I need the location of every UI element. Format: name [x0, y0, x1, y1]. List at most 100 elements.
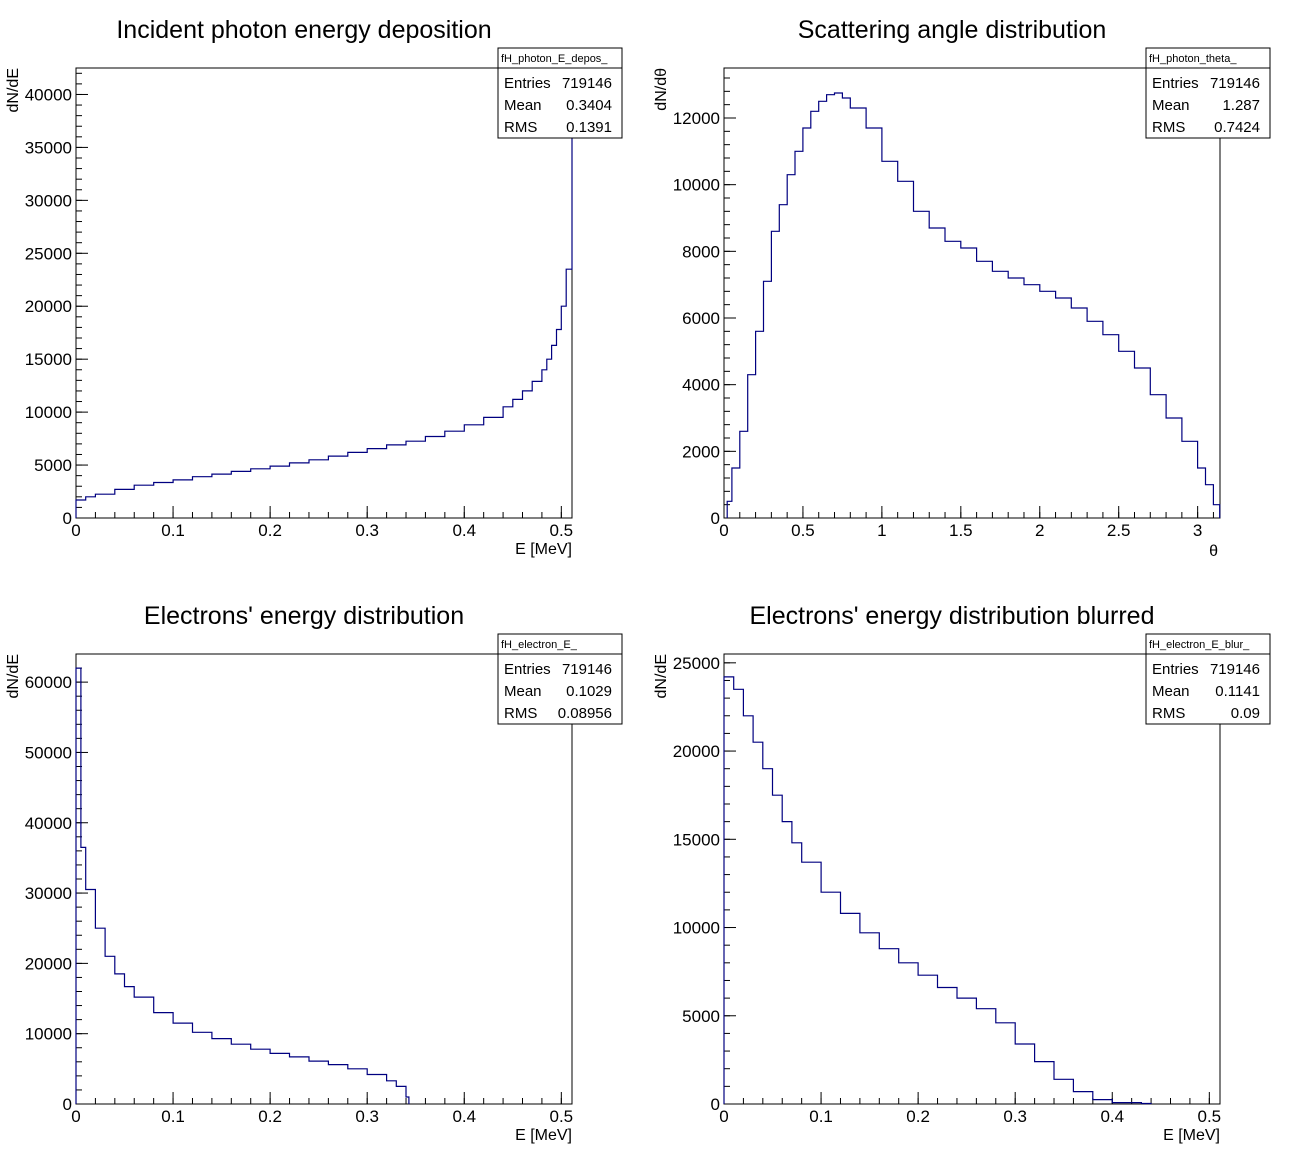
stats-value: 719146	[562, 75, 612, 92]
y-tick-label: 15000	[673, 830, 720, 849]
x-tick-label: 0.5	[1198, 1107, 1222, 1126]
plot-frame	[75, 67, 573, 519]
y-axis-label: dN/dθ	[653, 68, 670, 111]
stats-header: fH_electron_E_blur_	[1149, 639, 1250, 651]
y-axis-label: dN/dE	[653, 654, 670, 698]
stats-value: 0.1391	[566, 119, 612, 136]
y-tick-label: 10000	[673, 176, 720, 195]
stats-value: 0.3404	[566, 97, 612, 114]
x-tick-label: 1.5	[949, 521, 973, 540]
x-axis-label: θ	[1209, 543, 1218, 560]
x-tick-label: 3	[1193, 521, 1202, 540]
stats-box-frame	[1145, 633, 1271, 725]
histogram-series	[726, 92, 1221, 518]
stats-box: fH_photon_theta_ Entries 719146 Mean 1.287 RM…	[1145, 47, 1271, 139]
stats-header: fH_photon_E_depos_	[501, 53, 608, 65]
y-tick-label: 20000	[673, 742, 720, 761]
x-tick-label: 0.5	[791, 521, 815, 540]
x-axis-label: E [MeV]	[515, 1127, 572, 1144]
y-tick-label: 20000	[25, 954, 72, 973]
histogram-panel: Incident photon energy deposition 0 0.1 0.2…	[5, 16, 623, 558]
x-tick-label: 0.2	[906, 1107, 930, 1126]
y-tick-label: 60000	[25, 673, 72, 692]
y-tick-label: 20000	[25, 297, 72, 316]
x-tick-label: 0.4	[452, 1107, 476, 1126]
y-tick-label: 30000	[25, 191, 72, 210]
y-tick-label: 4000	[682, 376, 720, 395]
histogram-panel: Electrons' energy distribution 0 0.1 0.2 0.3…	[5, 602, 623, 1144]
x-axis-label: E [MeV]	[1163, 1127, 1220, 1144]
x-tick-label: 0.1	[809, 1107, 833, 1126]
histogram-series	[723, 676, 1152, 1105]
stats-label: RMS	[1152, 705, 1185, 722]
y-tick-label: 25000	[25, 244, 72, 263]
y-tick-label: 30000	[25, 884, 72, 903]
y-axis-label: dN/dE	[5, 68, 22, 112]
stats-label: Mean	[504, 97, 542, 114]
stats-value: 719146	[1210, 661, 1260, 678]
y-tick-label: 0	[63, 509, 72, 528]
y-axis-label: dN/dE	[5, 654, 22, 698]
stats-label: Mean	[504, 683, 542, 700]
x-tick-label: 0.3	[355, 521, 379, 540]
stats-label: RMS	[504, 119, 537, 136]
chart-title: Scattering angle distribution	[798, 16, 1107, 44]
stats-value: 719146	[1210, 75, 1260, 92]
stats-box-frame	[497, 47, 623, 139]
x-tick-label: 0.5	[550, 521, 574, 540]
y-tick-label: 10000	[673, 919, 720, 938]
stats-header: fH_photon_theta_	[1149, 53, 1237, 65]
chart-title: Electrons' energy distribution	[144, 602, 464, 630]
stats-label: RMS	[504, 705, 537, 722]
stats-box: fH_electron_E_ Entries 719146 Mean 0.1029 RMS…	[497, 633, 623, 725]
y-tick-label: 15000	[25, 350, 72, 369]
stats-value: 0.1141	[1215, 683, 1260, 700]
stats-label: Mean	[1152, 683, 1190, 700]
histogram-panel: Electrons' energy distribution blurred 0 0…	[653, 602, 1271, 1144]
x-tick-label: 2.5	[1107, 521, 1131, 540]
stats-value: 0.7424	[1214, 119, 1260, 136]
x-tick-label: 1	[877, 521, 886, 540]
y-tick-label: 0	[711, 1095, 720, 1114]
y-tick-label: 5000	[682, 1007, 720, 1026]
x-tick-label: 0	[719, 521, 728, 540]
stats-value: 0.08956	[558, 705, 612, 722]
stats-value: 1.287	[1222, 97, 1260, 114]
chart-title: Incident photon energy deposition	[116, 16, 491, 44]
x-tick-label: 0.1	[161, 1107, 185, 1126]
stats-label: Mean	[1152, 97, 1190, 114]
stats-label: Entries	[1152, 75, 1199, 92]
x-tick-label: 0.3	[355, 1107, 379, 1126]
x-tick-label: 0.5	[550, 1107, 574, 1126]
x-tick-label: 0	[71, 1107, 80, 1126]
stats-label: Entries	[504, 75, 551, 92]
x-tick-label: 0.4	[1100, 1107, 1124, 1126]
x-tick-label: 0	[71, 521, 80, 540]
y-tick-label: 25000	[673, 654, 720, 673]
histogram-series	[75, 667, 410, 1104]
stats-label: Entries	[1152, 661, 1199, 678]
stats-header: fH_electron_E_	[501, 639, 578, 651]
stats-value: 719146	[562, 661, 612, 678]
x-tick-label: 0.3	[1003, 1107, 1027, 1126]
histogram-series	[75, 73, 573, 518]
y-tick-label: 8000	[682, 242, 720, 261]
y-tick-label: 2000	[682, 442, 720, 461]
x-tick-label: 0.2	[258, 521, 282, 540]
chart-title: Electrons' energy distribution blurred	[750, 602, 1155, 630]
stats-label: RMS	[1152, 119, 1185, 136]
y-tick-label: 0	[711, 509, 720, 528]
stats-box-frame	[1145, 47, 1271, 139]
x-axis-label: E [MeV]	[515, 541, 572, 558]
histogram-panel: Scattering angle distribution 0 0.5 1 1.5 2 2.…	[653, 16, 1271, 560]
y-tick-label: 40000	[25, 85, 72, 104]
y-tick-label: 10000	[25, 1025, 72, 1044]
y-tick-label: 10000	[25, 403, 72, 422]
y-tick-label: 35000	[25, 138, 72, 157]
x-tick-label: 2	[1035, 521, 1044, 540]
y-tick-label: 5000	[34, 456, 72, 475]
y-tick-label: 50000	[25, 743, 72, 762]
stats-box: fH_electron_E_blur_ Entries 719146 Mean 0.11…	[1145, 633, 1271, 725]
stats-value: 0.1029	[566, 683, 612, 700]
